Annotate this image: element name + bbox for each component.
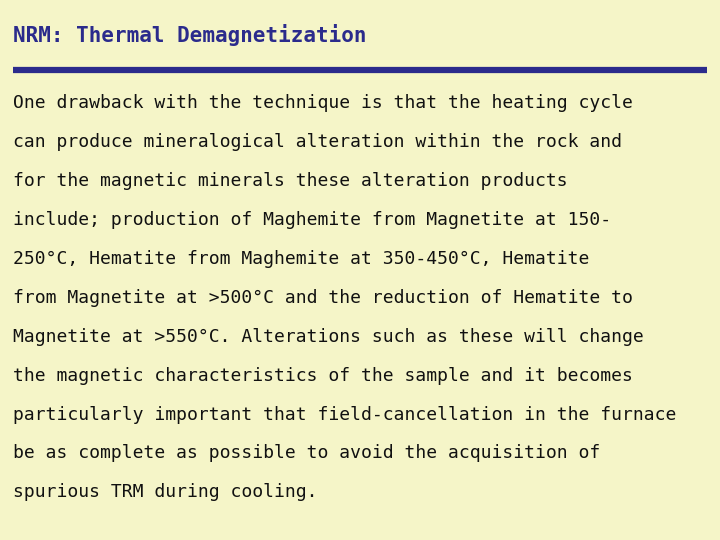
- Text: the magnetic characteristics of the sample and it becomes: the magnetic characteristics of the samp…: [13, 367, 633, 384]
- Text: from Magnetite at >500°C and the reduction of Hematite to: from Magnetite at >500°C and the reducti…: [13, 289, 633, 307]
- Text: One drawback with the technique is that the heating cycle: One drawback with the technique is that …: [13, 94, 633, 112]
- Text: 250°C, Hematite from Maghemite at 350-450°C, Hematite: 250°C, Hematite from Maghemite at 350-45…: [13, 250, 590, 268]
- Text: Magnetite at >550°C. Alterations such as these will change: Magnetite at >550°C. Alterations such as…: [13, 328, 644, 346]
- Text: NRM: Thermal Demagnetization: NRM: Thermal Demagnetization: [13, 24, 366, 46]
- Text: be as complete as possible to avoid the acquisition of: be as complete as possible to avoid the …: [13, 444, 600, 462]
- Text: can produce mineralogical alteration within the rock and: can produce mineralogical alteration wit…: [13, 133, 622, 151]
- Text: include; production of Maghemite from Magnetite at 150-: include; production of Maghemite from Ma…: [13, 211, 611, 229]
- Text: spurious TRM during cooling.: spurious TRM during cooling.: [13, 483, 318, 501]
- Text: for the magnetic minerals these alteration products: for the magnetic minerals these alterati…: [13, 172, 567, 190]
- Text: particularly important that field-cancellation in the furnace: particularly important that field-cancel…: [13, 406, 676, 423]
